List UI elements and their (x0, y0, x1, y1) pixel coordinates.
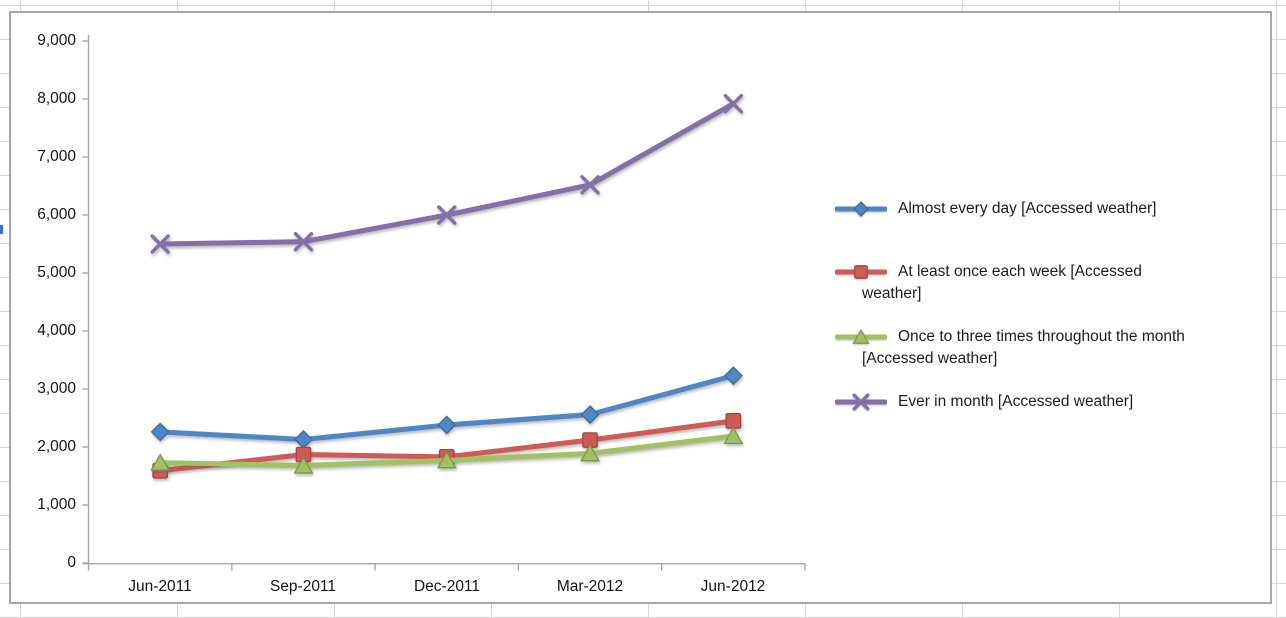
y-axis-tick-label: 4,000 (37, 322, 76, 339)
legend-item[interactable]: Once to three times throughout the month… (835, 326, 1260, 370)
legend-item[interactable]: Almost every day [Accessed weather] (835, 198, 1260, 220)
y-axis-tick-label: 5,000 (37, 264, 76, 281)
y-axis-tick-label: 7,000 (37, 148, 76, 165)
y-axis-tick-label: 6,000 (37, 206, 76, 223)
legend-label-line: At least once each week [Accessed (898, 263, 1142, 280)
x-axis-tick-label: Dec-2011 (413, 578, 481, 595)
legend-marker-square-icon (835, 265, 887, 279)
legend-marker-triangle-icon (835, 328, 887, 344)
y-axis-tick-label: 1,000 (37, 496, 76, 513)
legend-label-line: Ever in month [Accessed weather] (898, 393, 1134, 410)
chart-object[interactable] (9, 11, 1272, 604)
x-axis-tick-label: Jun-2011 (128, 578, 192, 595)
x-axis-tick-label: Sep-2011 (269, 578, 337, 595)
legend-label: Almost every day [Accessed weather] (835, 198, 1260, 220)
legend-marker-diamond-icon (835, 201, 887, 217)
x-axis-tick-label: Jun-2012 (700, 578, 766, 595)
y-axis-tick-label: 9,000 (37, 32, 76, 49)
y-axis-tick-label: 8,000 (37, 90, 76, 107)
legend-label-line: [Accessed weather] (862, 350, 998, 367)
legend-item[interactable]: At least once each week [Accessed weathe… (835, 261, 1260, 305)
legend-marker-x-icon (835, 393, 887, 411)
y-axis-tick-label: 2,000 (37, 438, 76, 455)
legend-label-line: Almost every day [Accessed weather] (898, 200, 1157, 217)
legend-label: Ever in month [Accessed weather] (835, 391, 1260, 413)
legend-label-line: Once to three times throughout the month (898, 328, 1185, 345)
y-axis-tick-label: 3,000 (37, 380, 76, 397)
legend-label: Once to three times throughout the month… (835, 326, 1260, 370)
y-axis-tick-label: 0 (67, 554, 76, 571)
x-axis-tick-label: Mar-2012 (556, 578, 624, 595)
legend-item[interactable]: Ever in month [Accessed weather] (835, 391, 1260, 413)
legend-label-line: weather] (862, 285, 922, 302)
legend-label: At least once each week [Accessed weathe… (835, 261, 1260, 305)
left-edge-selection-mark (0, 225, 3, 234)
